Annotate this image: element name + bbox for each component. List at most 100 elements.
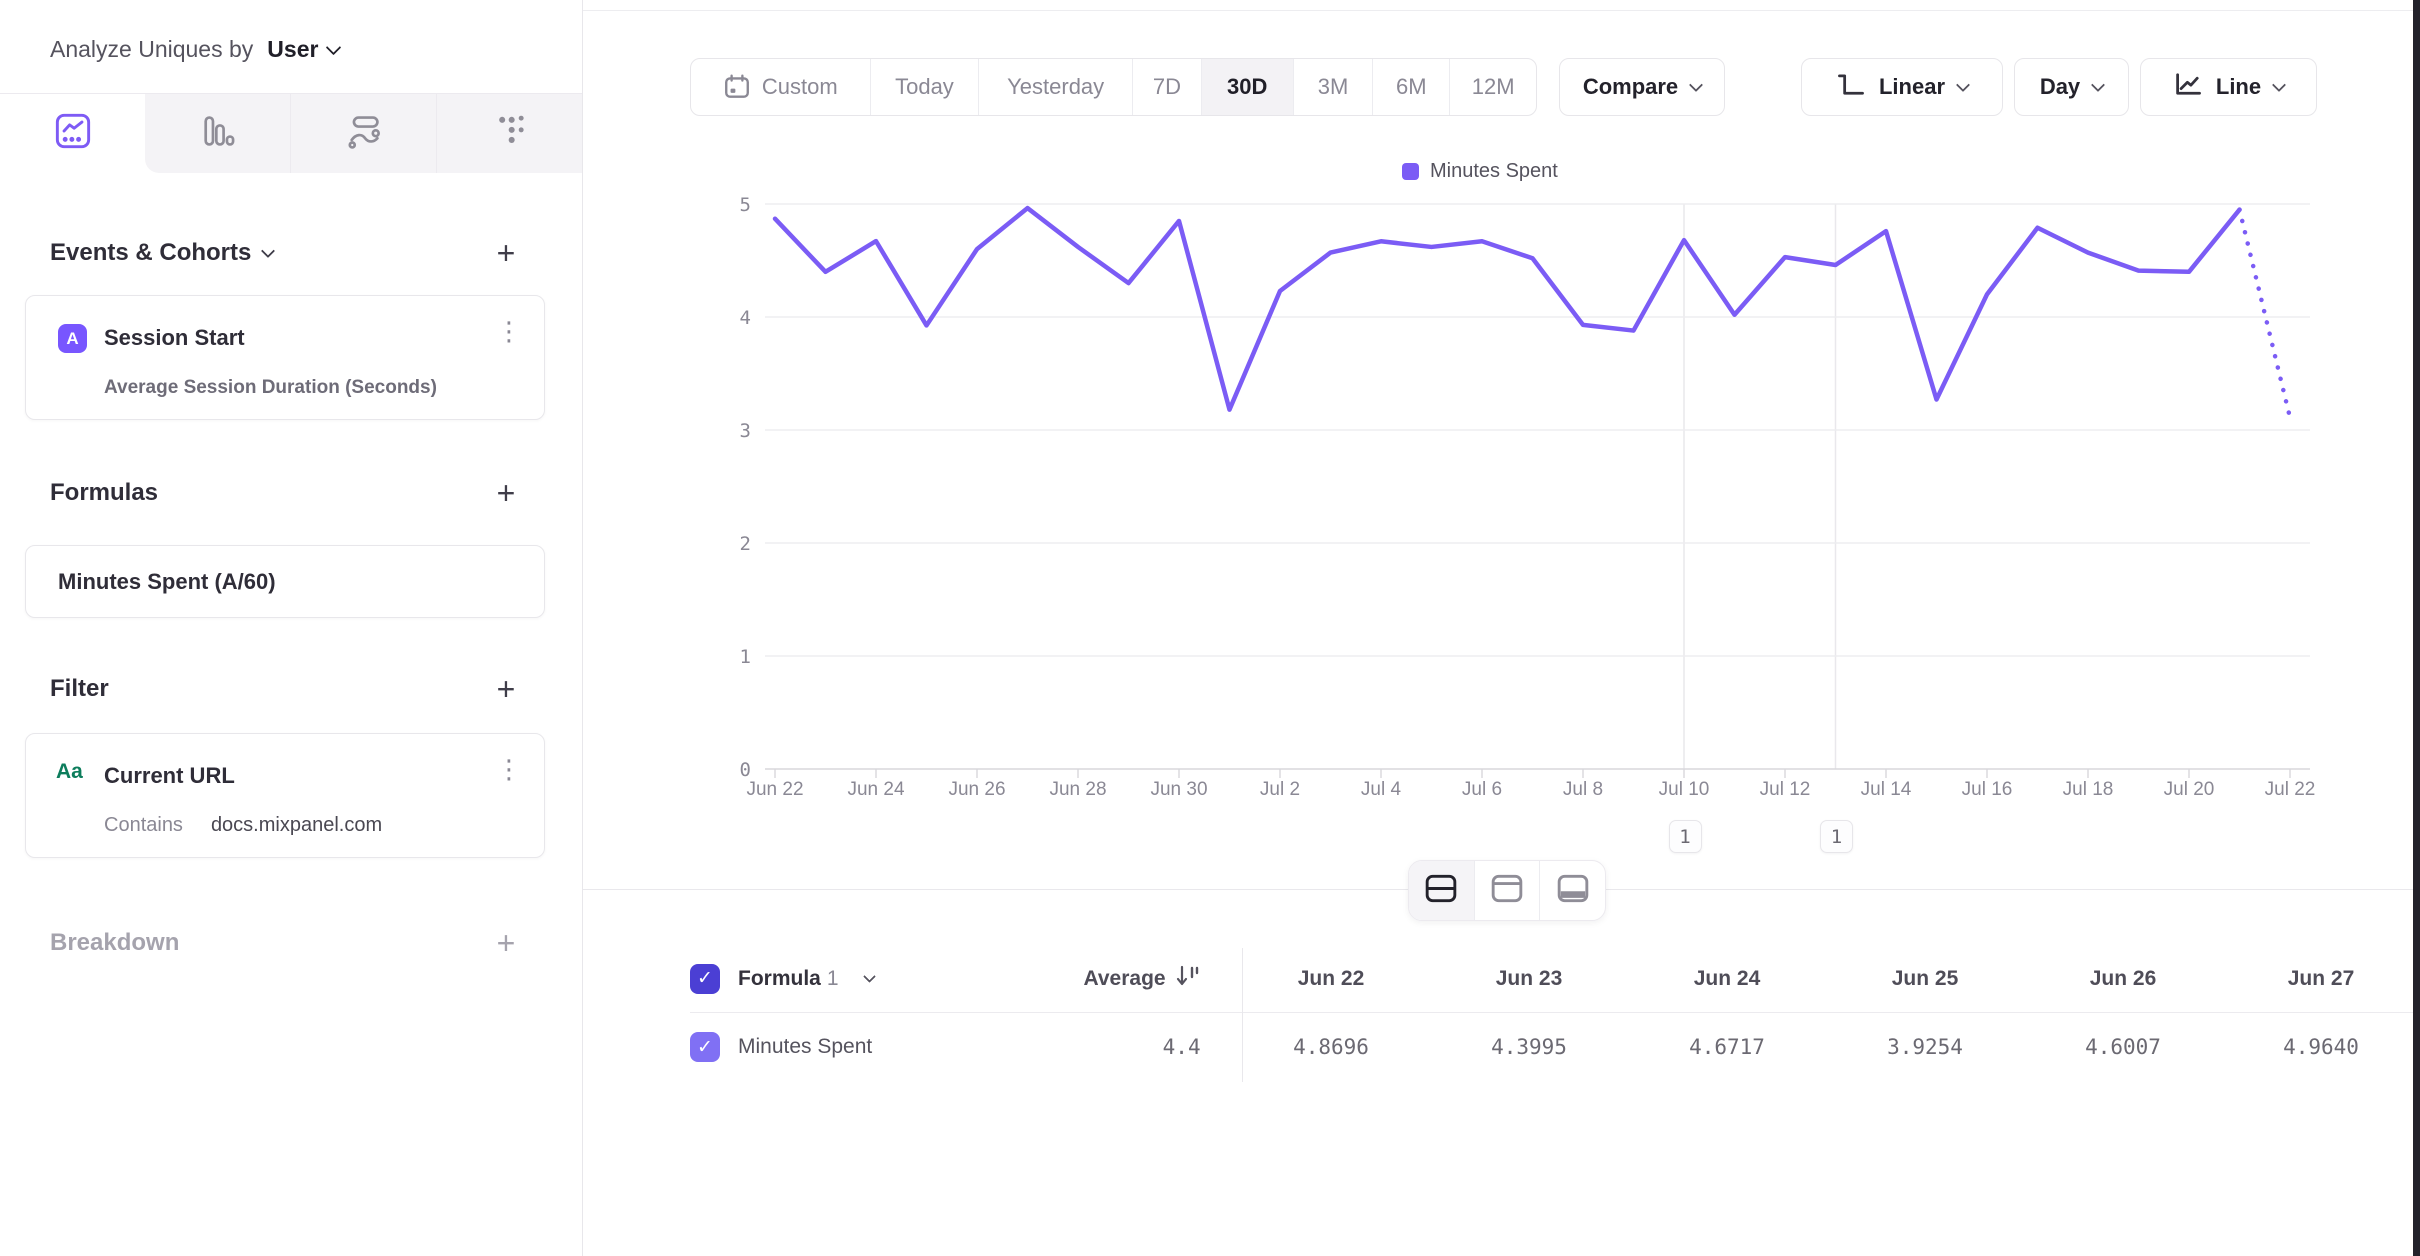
table-date-header[interactable]: Jun 27 (2287, 966, 2355, 990)
tab-insights-line[interactable] (0, 94, 145, 173)
range-6m[interactable]: 6M (1372, 59, 1449, 115)
chevron-down-icon (326, 39, 342, 55)
svg-text:Jul 16: Jul 16 (1962, 779, 2013, 800)
events-cohorts-header[interactable]: Events & Cohorts (50, 239, 276, 267)
event-aggregation[interactable]: Average Session Duration (Seconds) (104, 377, 437, 398)
flow-icon (345, 112, 383, 155)
split-view-icon (1424, 873, 1458, 909)
filter-value[interactable]: docs.mixpanel.com (210, 814, 383, 836)
chevron-down-icon (1689, 77, 1704, 92)
table-value-cell: 4.6717 (1689, 1035, 1765, 1059)
svg-text:Jun 26: Jun 26 (948, 779, 1005, 800)
table-group-label[interactable]: Formula (738, 966, 821, 990)
layout-toggle (1408, 860, 1606, 921)
layout-table-only-button[interactable] (1539, 861, 1605, 920)
annotation-chip[interactable]: 1 (1668, 820, 1702, 853)
linear-axis-icon (1836, 70, 1866, 104)
select-all-checkbox[interactable]: ✓ (690, 963, 720, 994)
svg-text:Jul 4: Jul 4 (1361, 779, 1402, 800)
window-top-divider (0, 10, 2420, 11)
line-chart-square-icon (54, 112, 92, 155)
svg-text:Jun 30: Jun 30 (1150, 779, 1207, 800)
table-column-divider (1242, 948, 1243, 1082)
table-date-header[interactable]: Jun 24 (1693, 966, 1761, 990)
range-12m[interactable]: 12M (1449, 59, 1536, 115)
filter-operator[interactable]: Contains (104, 814, 183, 836)
visualization-tabbar (0, 93, 582, 173)
calendar-icon (724, 74, 749, 98)
chart-type-dropdown[interactable]: Line (2140, 58, 2317, 116)
svg-text:Jul 6: Jul 6 (1462, 779, 1502, 800)
range-yesterday[interactable]: Yesterday (978, 59, 1132, 115)
interval-dropdown[interactable]: Day (2014, 58, 2129, 116)
event-card-session-start[interactable]: A Session Start ⋮ Average Session Durati… (25, 295, 545, 420)
chevron-down-icon (2091, 77, 2106, 92)
add-formula-button[interactable]: + (496, 475, 516, 511)
svg-text:2: 2 (740, 533, 751, 555)
bar-chart-icon (199, 112, 237, 155)
tab-bar-chart[interactable] (145, 94, 290, 173)
chevron-down-icon (1955, 77, 1971, 92)
layout-chart-only-button[interactable] (1473, 861, 1540, 920)
event-letter-badge: A (58, 324, 87, 353)
tab-retention[interactable] (436, 94, 582, 173)
layout-split-view-button[interactable] (1409, 861, 1474, 920)
table-value-cell: 4.8696 (1293, 1035, 1369, 1059)
series-name-cell: Minutes Spent (738, 1035, 873, 1058)
table-date-header[interactable]: Jun 26 (2089, 966, 2157, 990)
svg-text:Jul 10: Jul 10 (1659, 779, 1710, 800)
scale-dropdown[interactable]: Linear (1801, 58, 2003, 116)
average-column-header[interactable]: Average (1083, 966, 1166, 990)
legend-series-label: Minutes Spent (1430, 160, 1558, 182)
table-date-header[interactable]: Jun 22 (1297, 966, 1365, 990)
chart-legend[interactable]: Minutes Spent (1402, 160, 1558, 183)
range-today[interactable]: Today (869, 59, 979, 115)
range-custom[interactable]: Custom (691, 59, 870, 115)
svg-text:Jul 12: Jul 12 (1760, 779, 1811, 800)
formulas-header: Formulas (50, 479, 159, 506)
bottom-panel-icon (1556, 873, 1590, 909)
table-value-cell: 3.9254 (1887, 1035, 1963, 1059)
sort-icon[interactable] (1175, 962, 1201, 995)
svg-text:Jun 22: Jun 22 (746, 779, 803, 800)
chevron-down-icon (862, 969, 876, 983)
analyze-uniques-label: Analyze Uniques by (50, 36, 254, 62)
range-7d[interactable]: 7D (1131, 59, 1201, 115)
kebab-menu-icon[interactable]: ⋮ (496, 754, 522, 784)
table-value-cell: 4.9640 (2283, 1035, 2359, 1059)
vertical-scrollbar[interactable] (2413, 0, 2420, 1256)
annotation-chip[interactable]: 1 (1820, 820, 1853, 853)
compare-button[interactable]: Compare (1559, 58, 1725, 116)
add-breakdown-button[interactable]: + (496, 925, 516, 961)
legend-swatch (1402, 163, 1419, 180)
analyze-uniques-dropdown[interactable]: User (267, 36, 342, 63)
table-row-minutes-spent[interactable]: ✓ Minutes Spent 4.4 4.8696 4.3995 4.6717 3.… (690, 1012, 2420, 1082)
range-30d[interactable]: 30D (1200, 59, 1293, 115)
line-chart[interactable]: 0 1 2 3 4 5 Jun 22 Jun 24 Jun 26 Jun 28 Jun 30 Jul … (583, 150, 2420, 830)
add-event-button[interactable]: + (496, 235, 516, 271)
formula-card[interactable]: Minutes Spent (A/60) (25, 545, 545, 618)
filter-property[interactable]: Current URL (104, 763, 235, 788)
range-3m[interactable]: 3M (1292, 59, 1373, 115)
table-value-cell: 4.6007 (2085, 1035, 2161, 1059)
tab-flows[interactable] (290, 94, 436, 173)
table-date-header[interactable]: Jun 23 (1495, 966, 1563, 990)
svg-text:Jun 24: Jun 24 (847, 779, 904, 800)
query-builder-panel: Analyze Uniques by User (0, 0, 583, 1256)
table-date-header[interactable]: Jun 25 (1891, 966, 1959, 990)
svg-text:Jun 28: Jun 28 (1049, 779, 1106, 800)
svg-text:4: 4 (740, 307, 751, 329)
breakdown-header: Breakdown (50, 929, 180, 956)
svg-text:Jul 2: Jul 2 (1260, 779, 1300, 800)
filter-card-current-url[interactable]: Aa Current URL ⋮ Contains docs.mixpanel.… (25, 733, 545, 858)
svg-text:3: 3 (740, 420, 751, 442)
add-filter-button[interactable]: + (496, 671, 516, 707)
svg-text:Jul 22: Jul 22 (2265, 779, 2316, 800)
svg-text:5: 5 (740, 194, 751, 216)
svg-text:Jul 8: Jul 8 (1563, 779, 1603, 800)
row-checkbox[interactable]: ✓ (690, 1032, 720, 1062)
analyze-uniques-row: Analyze Uniques by User (50, 36, 342, 63)
kebab-menu-icon[interactable]: ⋮ (496, 316, 522, 346)
formula-expression[interactable]: Minutes Spent (A/60) (58, 568, 276, 594)
event-title[interactable]: Session Start (104, 325, 245, 350)
